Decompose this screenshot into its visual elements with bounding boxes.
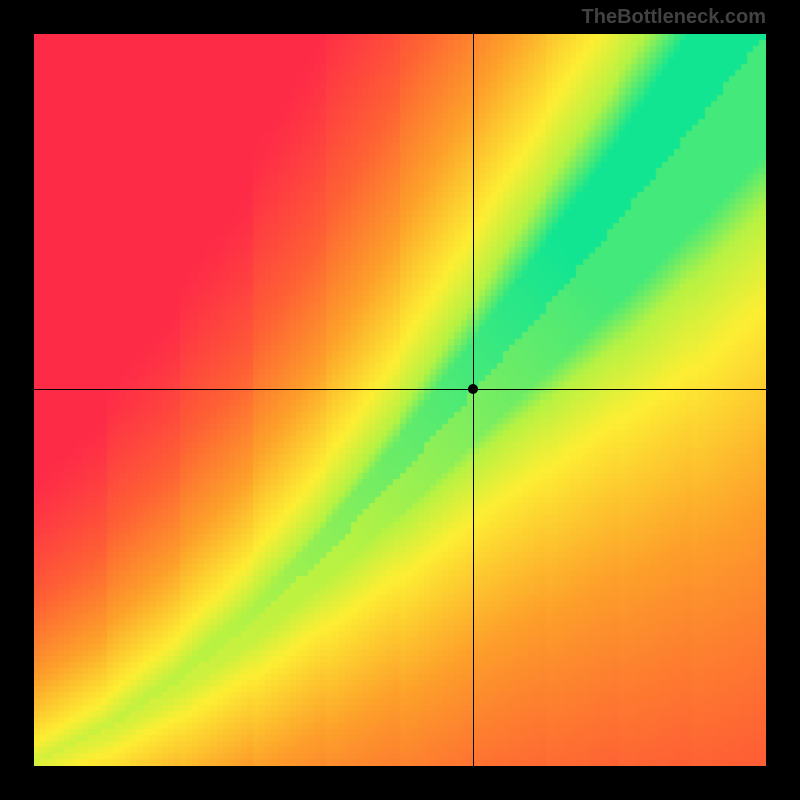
bottleneck-heatmap [34, 34, 766, 766]
watermark-text: TheBottleneck.com [582, 6, 766, 29]
